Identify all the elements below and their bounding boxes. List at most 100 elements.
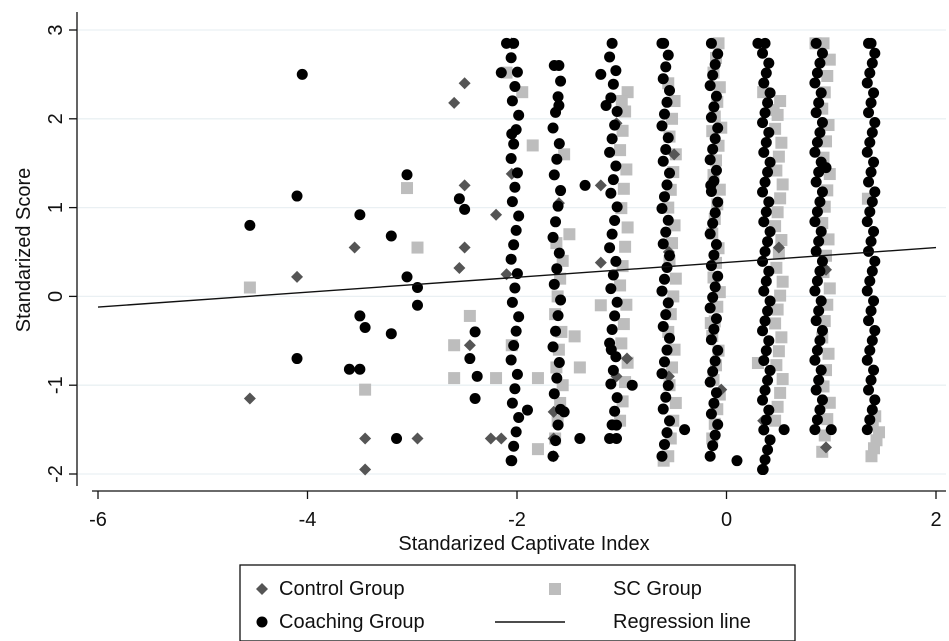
data-points — [243, 37, 886, 476]
y-tick-label: 0 — [45, 291, 67, 302]
coaching-group-point — [471, 370, 483, 382]
coaching-group-point — [816, 325, 828, 337]
coaching-group-point — [552, 91, 564, 103]
coaching-group-point — [813, 305, 825, 317]
coaching-group-point — [511, 268, 523, 280]
sc-group-point — [411, 241, 424, 254]
sc-group-point — [776, 275, 789, 288]
coaching-group-point — [611, 432, 623, 444]
coaching-group-point — [864, 136, 876, 148]
coaching-group-point — [763, 127, 775, 139]
coaching-group-point — [758, 355, 770, 367]
control-group-point — [772, 241, 785, 254]
coaching-group-point — [752, 37, 764, 49]
sc-group-point — [772, 345, 785, 358]
coaching-group-point — [664, 250, 676, 262]
y-axis-label: Standarized Score — [13, 168, 35, 333]
coaching-group-point — [658, 356, 670, 368]
coaching-group-point — [385, 328, 397, 340]
coaching-group-point — [505, 52, 517, 64]
coaching-group-point — [401, 169, 413, 181]
coaching-group-point — [595, 68, 607, 80]
coaching-group-point — [658, 108, 670, 120]
coaching-group-point — [865, 235, 877, 247]
coaching-group-point — [864, 206, 876, 218]
coaching-group-point — [551, 153, 563, 165]
coaching-group-point — [508, 440, 520, 452]
coaching-group-point — [712, 418, 724, 430]
coaching-group-point — [815, 295, 827, 307]
coaching-group-point — [710, 164, 722, 176]
coaching-group-point — [664, 415, 676, 427]
sc-group-point — [769, 122, 782, 135]
coaching-group-point — [865, 97, 877, 109]
coaching-group-point — [469, 393, 481, 405]
coaching-group-point — [861, 146, 873, 158]
coaching-group-point — [453, 193, 465, 205]
sc-group-point — [669, 272, 682, 285]
coaching-group-point — [707, 143, 719, 155]
coaching-group-point — [816, 186, 828, 198]
coaching-group-point — [660, 226, 672, 238]
sc-group-point — [620, 298, 633, 311]
coaching-group-point — [661, 427, 673, 439]
coaching-group-point — [552, 200, 564, 212]
coaching-group-point — [505, 354, 517, 366]
coaching-group-point — [610, 65, 622, 77]
coaching-group-point — [558, 406, 570, 418]
coaching-group-point — [660, 309, 672, 321]
coaching-group-point — [866, 196, 878, 208]
coaching-group-point — [760, 414, 772, 426]
sc-group-point — [822, 233, 835, 246]
sc-group-point — [619, 240, 632, 253]
coaching-group-point — [704, 302, 716, 314]
coaching-group-point — [759, 454, 771, 466]
coaching-group-point — [704, 376, 716, 388]
coaching-group-point — [709, 133, 721, 145]
coaching-group-point — [758, 216, 770, 228]
sc-group-point — [448, 339, 461, 352]
coaching-group-point — [548, 169, 560, 181]
coaching-group-point — [291, 190, 303, 202]
coaching-group-point — [385, 230, 397, 242]
coaching-group-point — [511, 167, 523, 179]
coaching-group-point — [811, 344, 823, 356]
coaching-group-point — [513, 109, 525, 121]
coaching-group-point — [606, 37, 618, 49]
legend-label-sc-group: SC Group — [613, 578, 702, 600]
coaching-group-point — [661, 96, 673, 108]
x-tick-label: -4 — [299, 509, 317, 531]
coaching-group-point — [758, 285, 770, 297]
sc-group-point — [594, 299, 607, 312]
coaching-group-point — [464, 353, 476, 365]
coaching-group-point — [607, 174, 619, 186]
coaching-group-point — [506, 95, 518, 107]
coaching-group-point — [809, 77, 821, 89]
coaching-group-point — [506, 196, 518, 208]
coaching-group-point — [709, 355, 721, 367]
coaching-group-point — [762, 444, 774, 456]
sc-group-point — [616, 124, 629, 137]
sc-group-point — [614, 144, 627, 157]
coaching-group-point — [607, 78, 619, 90]
control-group-point — [243, 392, 256, 405]
coaching-group-point — [810, 384, 822, 396]
coaching-group-point — [864, 67, 876, 79]
coaching-group-point — [605, 378, 617, 390]
coaching-group-point — [759, 384, 771, 396]
coaching-group-point — [609, 310, 621, 322]
coaching-group-point — [760, 275, 772, 287]
sc-group-point — [615, 95, 628, 108]
coaching-group-point — [865, 374, 877, 386]
coaching-group-point — [658, 438, 670, 450]
coaching-group-point — [814, 404, 826, 416]
sc-group-point — [822, 347, 835, 360]
coaching-group-point — [864, 414, 876, 426]
coaching-group-point — [658, 191, 670, 203]
coaching-group-point — [662, 379, 674, 391]
coaching-group-point — [495, 67, 507, 79]
coaching-group-point — [459, 203, 471, 215]
coaching-group-point — [863, 245, 875, 257]
coaching-group-point — [707, 440, 719, 452]
